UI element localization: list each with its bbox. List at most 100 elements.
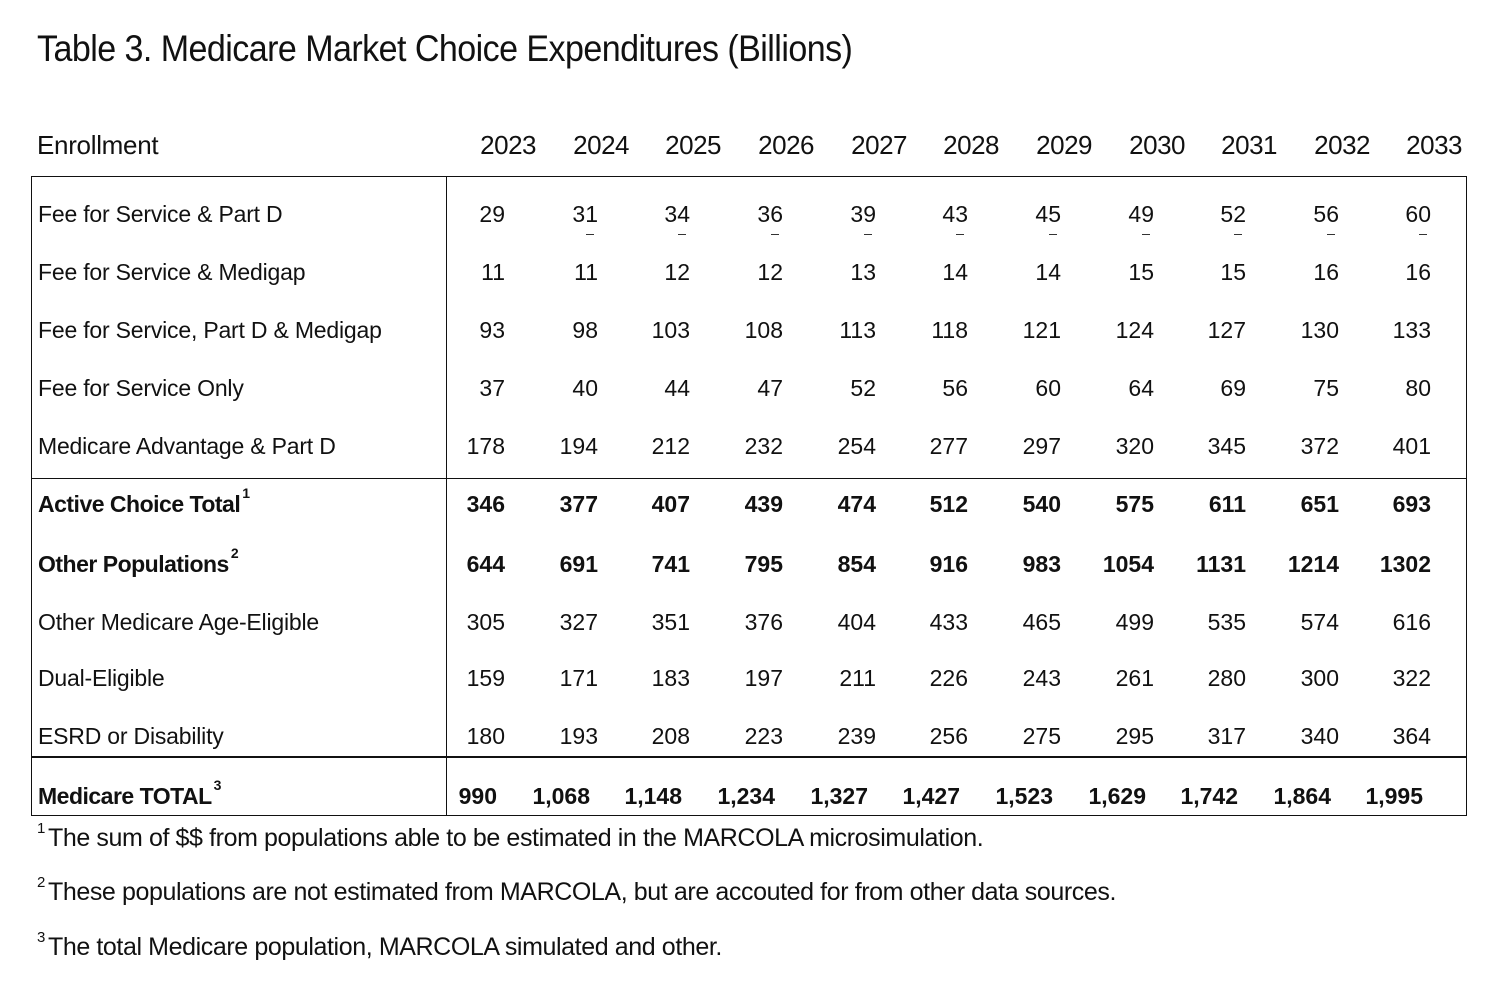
cell-2024: 194 [559,433,598,459]
footnote-mark: 2 [37,874,45,891]
cell-2031: 127 [1207,317,1246,343]
cell-2029: 297 [1022,433,1061,459]
data-table: Fee for Service & Part D 29 31 34 36 39 43 45 49… [31,176,1467,816]
cell-2031: 1,742 [1180,783,1238,809]
dash-mark [864,234,872,235]
cell-2026: 232 [744,433,783,459]
cell-2027: 211 [839,665,876,691]
cell-2028: 256 [929,723,968,749]
footnote-2: 2 These populations are not estimated fro… [37,874,1116,907]
dash-mark [956,234,964,235]
cell-2031: 345 [1207,433,1246,459]
table-row-other-medicare-age-eligible: Other Medicare Age-Eligible 305 327 351 376 4… [32,609,1466,649]
cell-2032: 651 [1300,491,1339,517]
cell-2033: 16 [1405,259,1431,285]
cell-2030: 499 [1115,609,1154,635]
cell-2028: 512 [929,491,968,517]
cell-2033: 401 [1392,433,1431,459]
dash-mark [1419,234,1427,235]
row-label: Fee for Service, Part D & Medigap [38,317,382,344]
cell-2026: 795 [744,551,783,577]
cell-2024: 377 [559,491,598,517]
cell-2029: 45 [1035,201,1061,227]
row-label: Fee for Service Only [38,375,244,402]
table-row-active-choice-total: Active Choice Total 1 346 377 407 439 474 512 54… [32,485,1466,531]
table-row-fee-for-service-part-d: Fee for Service & Part D 29 31 34 36 39 43 45 49… [32,201,1466,241]
cell-2027: 254 [837,433,876,459]
cell-2025: 12 [664,259,690,285]
year-header-2033: 2033 [1406,130,1462,160]
row-group-divider [32,478,1466,479]
cell-2023: 93 [479,317,505,343]
cell-2028: 277 [929,433,968,459]
row-label: Other Populations 2 [38,545,239,578]
row-label-text: Fee for Service, Part D & Medigap [38,317,382,343]
year-header-2024: 2024 [573,130,629,160]
cell-2029: 14 [1035,259,1061,285]
table-row-dual-eligible: Dual-Eligible 159 171 183 197 211 226 243 261 280… [32,665,1466,705]
cell-2024: 40 [572,375,598,401]
cell-2030: 575 [1115,491,1154,517]
footnote-reference: 2 [230,545,239,561]
cell-2030: 261 [1115,665,1154,691]
cell-2028: 118 [931,317,968,343]
table-row-other-populations: Other Populations 2 644 691 741 795 854 916 983 1… [32,545,1466,591]
dash-mark [1142,234,1150,235]
cell-2028: 226 [929,665,968,691]
cell-2023: 644 [466,551,505,577]
year-header-2030: 2030 [1129,130,1185,160]
cell-2025: 183 [651,665,690,691]
cell-2029: 465 [1022,609,1061,635]
cell-2028: 56 [942,375,968,401]
cell-2033: 364 [1392,723,1431,749]
row-label: Medicare TOTAL 3 [38,777,221,810]
cell-2029: 1,523 [995,783,1053,809]
cell-2025: 407 [651,491,690,517]
cell-2029: 121 [1022,317,1061,343]
cell-2025: 44 [664,375,690,401]
cell-2032: 300 [1300,665,1339,691]
cell-2031: 69 [1220,375,1246,401]
cell-2023: 990 [458,783,497,809]
cell-2032: 16 [1313,259,1339,285]
cell-2023: 37 [479,375,505,401]
year-header-2032: 2032 [1314,130,1370,160]
cell-2033: 1302 [1379,551,1431,577]
cell-2023: 180 [466,723,505,749]
cell-2027: 239 [837,723,876,749]
cell-2026: 439 [744,491,783,517]
cell-2028: 43 [942,201,968,227]
cell-2028: 916 [929,551,968,577]
cell-2024: 691 [559,551,598,577]
footnote-reference: 1 [242,485,250,501]
row-label-text: Medicare Advantage & Part D [38,433,336,459]
year-header-2027: 2027 [851,130,907,160]
dash-mark [1234,234,1242,235]
label-column-divider [446,177,447,815]
dash-mark [771,234,779,235]
row-label: Dual-Eligible [38,665,165,692]
row-group-divider [32,756,1466,758]
row-label-text: Fee for Service & Medigap [38,259,306,285]
row-label: Fee for Service & Part D [38,201,283,228]
table-row-fee-for-service-part-d-medigap: Fee for Service, Part D & Medigap 93 98 103… [32,317,1466,357]
row-label: Active Choice Total 1 [38,485,250,518]
row-label: ESRD or Disability [38,723,224,750]
cell-2032: 75 [1313,375,1339,401]
cell-2024: 31 [572,201,598,227]
cell-2026: 47 [757,375,783,401]
table-row-medicare-advantage-part-d: Medicare Advantage & Part D 178 194 212 232 2… [32,433,1466,473]
cell-2033: 80 [1405,375,1431,401]
cell-2025: 212 [651,433,690,459]
cell-2027: 13 [850,259,876,285]
cell-2033: 693 [1392,491,1431,517]
year-header-2028: 2028 [943,130,999,160]
cell-2024: 171 [559,665,598,691]
footnote-1: 1 The sum of $$ from populations able to … [37,820,984,853]
cell-2032: 1,864 [1273,783,1331,809]
cell-2023: 178 [466,433,505,459]
cell-2027: 39 [850,201,876,227]
cell-2031: 535 [1207,609,1246,635]
table-row-esrd-or-disability: ESRD or Disability 180 193 208 223 239 256 275 2… [32,723,1466,763]
row-label-text: Active Choice Total [38,491,241,517]
